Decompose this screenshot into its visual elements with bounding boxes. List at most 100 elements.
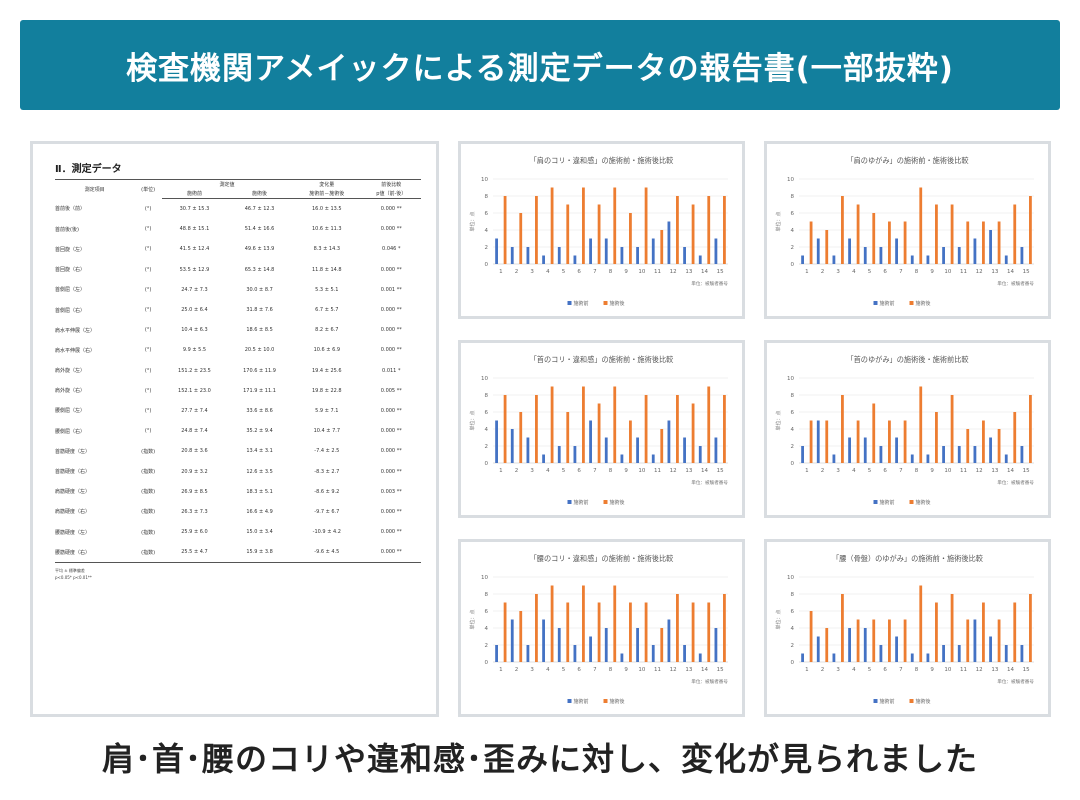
x-tick-label: 6 <box>577 667 581 673</box>
bar-after <box>903 619 907 662</box>
table-cell-p: 0.005 ** <box>380 387 402 394</box>
bar-before <box>651 645 655 662</box>
bar-after <box>550 187 554 264</box>
y-tick-label: 6 <box>791 609 795 615</box>
bar-before <box>573 446 577 463</box>
bar-after <box>856 619 860 662</box>
y-tick-label: 2 <box>791 643 795 649</box>
bar-before <box>848 437 851 463</box>
bar-before <box>910 255 914 264</box>
legend-label: 施術前 <box>574 499 589 506</box>
legend-swatch <box>909 500 914 504</box>
table-cell-unit: (°) <box>144 347 152 354</box>
x-tick-label: 2 <box>515 667 519 673</box>
y-tick-label: 0 <box>791 461 795 467</box>
bar-after <box>888 619 891 662</box>
table-cell-after: 18.6 ± 8.5 <box>246 327 273 334</box>
y-tick-label: 6 <box>791 410 795 416</box>
x-tick-label: 1 <box>499 269 503 275</box>
bar-after <box>935 204 938 264</box>
bar-after <box>950 204 954 264</box>
x-tick-label: 9 <box>930 468 934 474</box>
y-tick-label: 2 <box>485 444 489 450</box>
bar-before <box>589 238 592 264</box>
table-cell-before: 20.9 ± 3.2 <box>181 468 208 475</box>
bar-before <box>910 653 914 662</box>
document-notes: 平均 ± 標準偏差 p<0.05* p<0.01** <box>55 567 421 581</box>
table-cell-diff: 10.6 ± 6.9 <box>313 347 341 354</box>
table-cell-after: 13.4 ± 3.1 <box>246 448 273 455</box>
bar-before <box>510 619 514 662</box>
bar-before <box>1020 247 1024 264</box>
table-cell-before: 25.5 ± 4.7 <box>161 542 227 564</box>
bar-after <box>550 386 554 463</box>
measurement-rows: 首前後（前） (°) 30.7 ± 15.3 46.7 ± 12.3 16.0 ± 13… <box>55 199 421 564</box>
bar-before <box>801 255 804 264</box>
legend-swatch <box>603 699 608 703</box>
bar-before <box>573 645 577 662</box>
chart-title: 「首のコリ・違和感」の施術前・施術後比較 <box>530 355 674 364</box>
table-cell-item: 肩外旋（右） <box>55 388 86 395</box>
chart-title: 「肩のゆがみ」の施術前・施術後比較 <box>846 156 968 165</box>
bar-after <box>519 412 523 463</box>
table-cell-p: 0.000 ** <box>380 529 402 536</box>
x-tick-label: 9 <box>624 667 628 673</box>
bar-before <box>989 230 992 264</box>
col-header-change-group: 変化量 <box>292 179 362 189</box>
bar-after <box>582 386 585 463</box>
bar-before <box>526 247 530 264</box>
bar-after <box>856 420 860 463</box>
y-axis-label: 単位：点 <box>469 609 476 629</box>
chart-panel-shoulder-stiffness: 「肩のコリ・違和感」の施術前・施術後比較 0 2 4 6 8 10 単位：点 1 2 3 4 5 6 7 8 9… <box>458 141 745 319</box>
bar-before <box>620 247 624 264</box>
bar-before <box>510 429 514 463</box>
table-cell-before: 27.7 ± 7.4 <box>181 407 208 414</box>
table-row: 腰筋硬度（左） (指数) 25.9 ± 6.0 15.0 ± 3.4 -10.9 ± 4… <box>55 522 421 542</box>
table-cell-diff: 10.6 ± 11.3 <box>311 226 342 233</box>
bar-after <box>872 619 876 662</box>
bar-after <box>660 429 664 463</box>
table-cell-item: 腰筋硬度（右） <box>55 542 135 564</box>
table-cell-unit: (指数) <box>134 542 162 564</box>
bar-before <box>714 437 718 463</box>
legend-label: 施術前 <box>574 698 589 705</box>
table-cell-item: 肩筋硬度（左） <box>55 489 91 496</box>
col-header-unit: (単位) <box>134 179 162 199</box>
legend-swatch <box>909 699 914 703</box>
table-cell-before: 25.9 ± 6.0 <box>181 529 208 536</box>
x-tick-label: 1 <box>805 667 809 673</box>
bar-before <box>832 454 836 463</box>
table-row: 腰側屈（右） (°) 24.8 ± 7.4 35.2 ± 9.4 10.4 ± 7.7 0… <box>55 421 421 441</box>
bar-after <box>676 196 679 264</box>
unit-note: 単位：被験者番号 <box>997 678 1034 685</box>
bar-after <box>903 420 907 463</box>
col-header-diff: 施術前－施術後 <box>292 189 362 199</box>
x-tick-label: 12 <box>670 667 677 673</box>
legend-label: 施術前 <box>880 499 895 506</box>
y-tick-label: 4 <box>485 626 489 632</box>
bar-before <box>589 420 592 463</box>
bar-after <box>841 196 844 264</box>
x-tick-label: 2 <box>821 269 825 275</box>
report-document: Ⅱ．測定データ 測定項目 (単位) 測定値 変化量 前後比較 施術前 施術後 施… <box>30 141 439 717</box>
col-header-pvalue: p値（前-後） <box>361 189 421 199</box>
table-cell-p: 0.000 ** <box>380 468 402 475</box>
legend-label: 施術後 <box>916 698 931 705</box>
table-cell-item: 首側屈（右） <box>55 307 86 314</box>
y-tick-label: 4 <box>791 427 795 433</box>
x-tick-label: 6 <box>883 667 887 673</box>
legend-label: 施術前 <box>574 300 589 307</box>
table-cell-p: 0.000 ** <box>380 307 402 314</box>
bar-after <box>919 386 923 463</box>
bar-before <box>957 645 961 662</box>
table-row: 肩水平伸展（右） (°) 9.9 ± 5.5 20.5 ± 10.0 10.6 ± 6.… <box>55 340 421 360</box>
table-cell-after: 171.9 ± 11.1 <box>243 387 276 394</box>
bar-after <box>535 196 538 264</box>
table-cell-item: 首前後(後) <box>55 226 79 233</box>
x-tick-label: 11 <box>654 468 661 474</box>
bar-before <box>667 619 671 662</box>
x-tick-label: 10 <box>638 269 645 275</box>
x-tick-label: 11 <box>654 667 661 673</box>
